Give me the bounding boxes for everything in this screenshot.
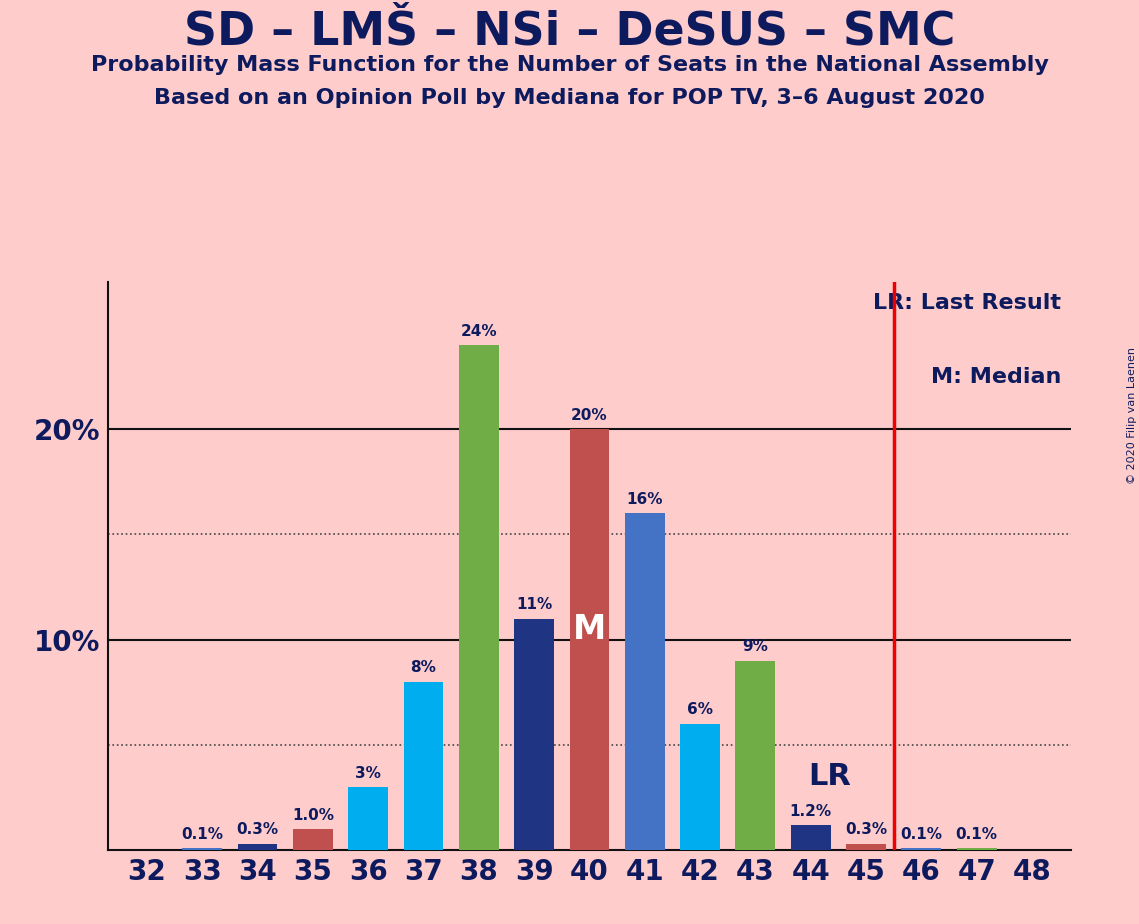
Text: 0.1%: 0.1% [181,827,223,842]
Text: 24%: 24% [460,323,497,338]
Text: Probability Mass Function for the Number of Seats in the National Assembly: Probability Mass Function for the Number… [91,55,1048,76]
Text: 0.3%: 0.3% [845,822,887,837]
Bar [514,618,554,850]
Text: 0.3%: 0.3% [237,822,279,837]
Text: 6%: 6% [687,702,713,717]
Text: 0.1%: 0.1% [956,827,998,842]
Bar [736,661,776,850]
Text: LR: Last Result: LR: Last Result [872,293,1062,313]
Text: SD – LMŠ – NSi – DeSUS – SMC: SD – LMŠ – NSi – DeSUS – SMC [183,9,956,55]
Text: 11%: 11% [516,597,552,613]
Text: 8%: 8% [410,661,436,675]
Bar [846,844,886,850]
Text: © 2020 Filip van Laenen: © 2020 Filip van Laenen [1126,347,1137,484]
Text: 9%: 9% [743,639,769,654]
Bar [293,829,333,850]
Bar [459,345,499,850]
Text: M: Median: M: Median [931,367,1062,387]
Text: 16%: 16% [626,492,663,507]
Text: 1.2%: 1.2% [789,804,831,819]
Bar [182,848,222,850]
Bar [349,787,388,850]
Bar [625,514,665,850]
Bar [957,848,997,850]
Bar [901,848,941,850]
Text: 3%: 3% [355,766,382,781]
Bar [403,682,443,850]
Text: 20%: 20% [571,407,608,423]
Text: 1.0%: 1.0% [292,808,334,822]
Bar [790,825,830,850]
Bar [680,723,720,850]
Text: 0.1%: 0.1% [900,827,942,842]
Bar [238,844,278,850]
Bar [570,429,609,850]
Text: LR: LR [809,762,852,791]
Text: M: M [573,613,606,646]
Text: Based on an Opinion Poll by Mediana for POP TV, 3–6 August 2020: Based on an Opinion Poll by Mediana for … [154,88,985,108]
